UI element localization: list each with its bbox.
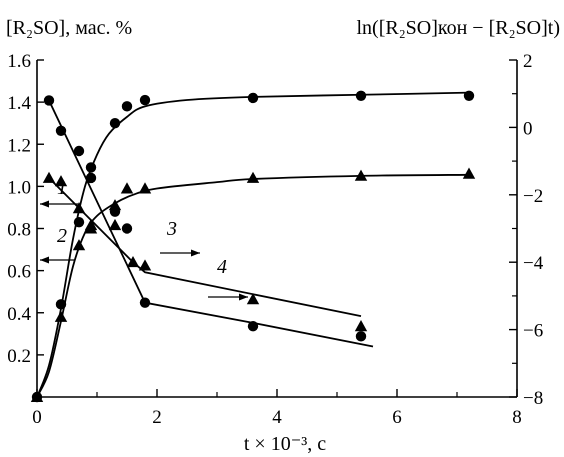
series-1-point [109,117,121,129]
y-left-tick-label: 1.6 [7,51,31,72]
series-1-point [55,299,67,310]
x-tick-label: 8 [512,407,522,428]
y-right-tick-label: 0 [523,118,533,139]
curves [36,91,470,398]
y-left-tick-label: 1.0 [7,177,31,198]
y-right-tick-label: 2 [523,51,533,72]
series-3-point [73,145,85,157]
series-3-point [43,95,55,106]
series-1-point [139,94,151,106]
series-1-point [121,101,133,112]
y-left-tick-label: 0.4 [7,304,31,325]
series-1-point [463,90,475,102]
series-4-point [138,259,152,271]
arrow-curve-1-head [40,200,49,208]
y-right-tick-label: −2 [523,186,543,207]
annotations: 1 2 3 4 [40,177,248,301]
series-3-point [247,321,259,332]
series-3-point [109,206,121,217]
series-4-point [54,175,68,187]
series-3-point [55,125,67,136]
curve-label-1: 1 [57,177,67,199]
series-2-point [138,182,152,194]
labels: [R₂SO], мас. % ln([R₂SO]кон − [R₂SO]t) t… [6,17,560,455]
series-4-point [354,320,368,332]
x-tick-label: 2 [152,407,162,428]
y-left-tick-label: 1.4 [7,93,31,114]
series-4-point [42,171,56,183]
series-2-point [54,310,68,322]
y-right-tick-label: −8 [523,388,543,409]
axes: 0 2 4 6 8 0.2 0.4 0.6 0.8 1.0 1.2 1.4 1.6 −8 −6 −4 −2 0 2 [7,51,543,428]
series-2-point [30,390,44,402]
arrow-curve-4-head [239,293,248,301]
x-tick-label: 0 [32,407,42,428]
y-left-tick-label: 0.6 [7,262,31,283]
series-4-point [84,218,98,231]
series-1-point [73,216,85,228]
x-axis-title: t × 10⁻³, c [244,433,326,455]
series-2-point [72,239,86,251]
x-tick-label: 6 [392,407,402,428]
y-left-tick-label: 0.2 [7,346,31,367]
series-2-point [354,169,368,181]
series-1-point [85,162,97,173]
series-2-point [462,167,476,179]
series-4-point [246,293,260,305]
series-2-line [36,173,470,398]
series-4-point [108,218,122,231]
series-2-point [246,171,260,183]
markers [30,90,476,403]
y-right-tick-label: −6 [523,321,543,342]
series-3-point [139,297,151,308]
series-4-point [126,256,140,268]
series-3-line [48,100,374,348]
y-left-tick-label: 1.2 [7,135,31,156]
curve-label-4: 4 [217,256,227,278]
x-tick-label: 4 [272,407,282,428]
curve-label-3: 3 [166,218,177,240]
series-2-point [120,182,134,194]
series-1-point [247,92,259,104]
series-3-point [85,172,97,184]
series-4-point [72,202,86,214]
curve-label-2: 2 [57,225,67,247]
arrow-curve-3-head [191,249,200,257]
y-left-tick-label: 0.8 [7,220,31,241]
right-axis-title: ln([R₂SO]кон − [R₂SO]t) [356,17,560,39]
series-1-line [36,91,470,398]
arrow-curve-2-head [40,256,49,264]
series-3-point [121,223,133,234]
series-3-point [355,331,367,342]
series-1-point [355,90,367,102]
left-axis-title: [R₂SO], мас. % [6,17,132,39]
y-right-tick-label: −4 [523,253,544,274]
